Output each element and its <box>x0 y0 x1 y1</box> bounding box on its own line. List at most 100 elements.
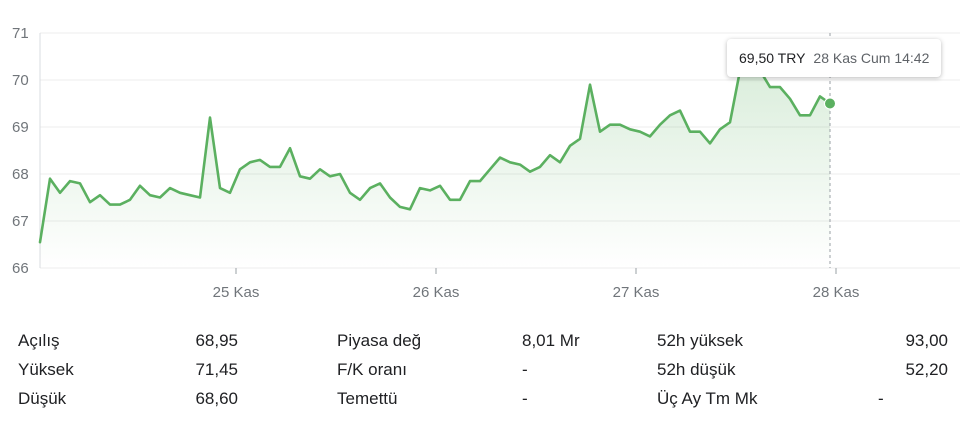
price-point <box>498 156 502 160</box>
price-point <box>438 184 442 188</box>
price-point <box>178 191 182 195</box>
price-point <box>118 203 122 207</box>
x-tick-label: 26 Kas <box>413 284 460 301</box>
price-point <box>548 153 552 157</box>
stat-value-3m-volume: - <box>878 389 884 408</box>
stat-value-dividend: - <box>522 389 528 408</box>
price-point <box>58 191 62 195</box>
price-point <box>228 191 232 195</box>
last-price-marker <box>824 97 836 110</box>
price-point <box>558 160 562 164</box>
price-point <box>258 158 262 162</box>
price-point <box>528 170 532 174</box>
price-tooltip: 69,50 TRY 28 Kas Cum 14:42 <box>727 39 942 77</box>
stat-label-pe-ratio: F/K oranı <box>337 360 407 379</box>
price-point <box>608 123 612 127</box>
price-point <box>318 167 322 171</box>
price-point <box>568 144 572 148</box>
price-point <box>78 181 82 185</box>
y-tick-label: 68 <box>12 166 29 183</box>
y-tick-label: 71 <box>12 25 29 42</box>
price-point <box>348 191 352 195</box>
price-point <box>138 184 142 188</box>
tooltip-price: 69,50 TRY <box>739 50 806 66</box>
price-point <box>628 127 632 131</box>
price-point <box>518 163 522 167</box>
x-tick-label: 25 Kas <box>213 284 260 301</box>
price-point <box>618 123 622 127</box>
price-point <box>218 186 222 190</box>
stat-label-52w-high: 52h yüksek <box>657 331 743 350</box>
price-point <box>478 179 482 183</box>
y-tick-label: 66 <box>12 260 29 277</box>
stat-value-pe-ratio: - <box>522 360 528 379</box>
y-tick-label: 69 <box>12 119 29 136</box>
price-point <box>268 165 272 169</box>
price-point <box>148 193 152 197</box>
price-point <box>508 160 512 164</box>
y-tick-label: 70 <box>12 72 29 89</box>
price-point <box>668 113 672 117</box>
price-point <box>108 203 112 207</box>
price-point <box>418 186 422 190</box>
y-tick-label: 67 <box>12 213 29 230</box>
price-point <box>708 141 712 145</box>
price-point <box>338 172 342 176</box>
stat-label-open: Açılış <box>18 331 60 350</box>
price-point <box>488 167 492 171</box>
stats-table: Açılış 68,95 Yüksek 71,45 Düşük 68,60 Pi… <box>0 326 960 426</box>
price-point <box>358 198 362 202</box>
x-tick-label: 28 Kas <box>813 284 860 301</box>
price-line <box>38 69 832 244</box>
price-point <box>698 130 702 134</box>
price-point <box>458 198 462 202</box>
price-point <box>648 134 652 138</box>
price-point <box>638 130 642 134</box>
price-point <box>388 196 392 200</box>
price-point <box>468 179 472 183</box>
price-chart[interactable]: 66 67 68 69 70 71 25 Kas 26 Kas 27 Kas 28 Kas <box>0 0 960 320</box>
x-tick-label: 27 Kas <box>613 284 660 301</box>
stat-label-low: Düşük <box>18 389 67 408</box>
price-point <box>198 196 202 200</box>
price-point <box>678 109 682 113</box>
stat-label-3m-volume: Üç Ay Tm Mk <box>657 389 758 408</box>
price-point <box>788 97 792 101</box>
price-point <box>38 240 42 244</box>
price-point <box>368 186 372 190</box>
price-point <box>728 120 732 124</box>
price-point <box>448 198 452 202</box>
stat-label-market-cap: Piyasa değ <box>337 331 422 350</box>
price-point <box>808 113 812 117</box>
price-point <box>248 160 252 164</box>
price-point <box>188 193 192 197</box>
stat-label-dividend: Temettü <box>337 389 398 408</box>
price-point <box>328 174 332 178</box>
price-point <box>578 137 582 141</box>
price-point <box>798 113 802 117</box>
price-point <box>408 207 412 211</box>
stat-value-market-cap: 8,01 Mr <box>522 331 580 350</box>
price-point <box>818 94 822 98</box>
price-point <box>288 146 292 150</box>
stat-label-high: Yüksek <box>18 360 74 379</box>
price-point <box>48 177 52 181</box>
price-point <box>308 177 312 181</box>
price-point <box>158 196 162 200</box>
stat-label-52w-low: 52h düşük <box>657 360 736 379</box>
price-point <box>238 167 242 171</box>
price-point <box>588 83 592 87</box>
price-point <box>598 130 602 134</box>
price-area-fill <box>40 70 830 268</box>
price-point <box>168 186 172 190</box>
stat-value-52w-low: 52,20 <box>905 360 948 379</box>
price-point <box>778 85 782 89</box>
stat-value-high: 71,45 <box>195 360 238 379</box>
price-point <box>658 123 662 127</box>
tooltip-time: 28 Kas Cum 14:42 <box>813 50 930 66</box>
price-point <box>718 127 722 131</box>
price-point <box>398 205 402 209</box>
price-point <box>98 193 102 197</box>
price-point <box>88 200 92 204</box>
price-point <box>378 181 382 185</box>
